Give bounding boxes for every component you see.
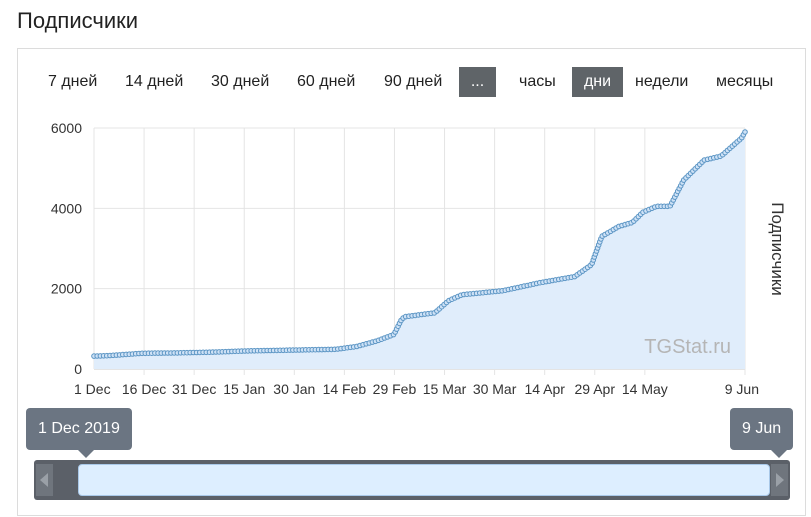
x-tick-label: 9 Jun (725, 381, 759, 397)
data-point (742, 129, 748, 135)
x-tick-label: 29 Feb (373, 381, 417, 397)
y-tick-label: 4000 (51, 200, 82, 216)
x-tick-label: 16 Dec (122, 381, 166, 397)
x-tick-label: 14 May (622, 381, 668, 397)
x-tick-label: 15 Mar (423, 381, 467, 397)
period-toolbar: 7 дней 14 дней 30 дней 60 дней 90 дней .… (18, 49, 805, 113)
period-custom-button[interactable]: ... (459, 67, 496, 97)
granularity-hours-button[interactable]: часы (519, 73, 556, 90)
page-title: Подписчики (17, 8, 139, 33)
subscribers-chart: 0 2000 4000 6000 1 Dec 16 Dec 31 Dec 15 Jan 30 … (51, 120, 787, 397)
period-60-days-button[interactable]: 60 дней (297, 73, 356, 90)
x-tick-label: 1 Dec (74, 381, 111, 397)
x-tick-label: 15 Jan (223, 381, 265, 397)
x-tick-label: 14 Apr (524, 381, 565, 397)
x-tick-label: 29 Apr (575, 381, 616, 397)
arrow-right-icon (776, 473, 784, 487)
y-tick-label: 0 (74, 361, 82, 377)
granularity-weeks-button[interactable]: недели (635, 73, 689, 90)
y-axis-ticks: 0 2000 4000 6000 (51, 120, 82, 377)
arrow-left-icon (40, 473, 48, 487)
range-navigator[interactable] (34, 460, 790, 500)
y-tick-label: 6000 (51, 120, 82, 136)
granularity-days-button[interactable]: дни (572, 67, 623, 97)
period-14-days-button[interactable]: 14 дней (125, 73, 184, 90)
y-axis-label: Подписчики (768, 202, 787, 296)
range-end-label: 9 Jun (730, 408, 794, 458)
period-90-days-button[interactable]: 90 дней (384, 73, 443, 90)
granularity-months-button[interactable]: месяцы (716, 73, 774, 90)
y-tick-label: 2000 (51, 281, 82, 297)
x-tick-label: 14 Feb (323, 381, 367, 397)
navigator-right-handle[interactable] (771, 464, 788, 496)
x-tick-label: 31 Dec (172, 381, 216, 397)
range-start-label: 1 Dec 2019 (26, 408, 132, 458)
x-axis-ticks: 1 Dec 16 Dec 31 Dec 15 Jan 30 Jan 14 Feb 29 Fe… (74, 381, 759, 397)
navigator-selected-window[interactable] (78, 464, 770, 496)
chart-panel: 7 дней 14 дней 30 дней 60 дней 90 дней .… (17, 48, 806, 516)
period-30-days-button[interactable]: 30 дней (211, 73, 270, 90)
watermark: TGStat.ru (644, 336, 731, 358)
x-tick-label: 30 Jan (273, 381, 315, 397)
x-tick-label: 30 Mar (473, 381, 517, 397)
series-area (94, 132, 745, 369)
period-7-days-button[interactable]: 7 дней (48, 73, 98, 90)
navigator-left-handle[interactable] (36, 464, 53, 496)
series-points (91, 129, 748, 359)
